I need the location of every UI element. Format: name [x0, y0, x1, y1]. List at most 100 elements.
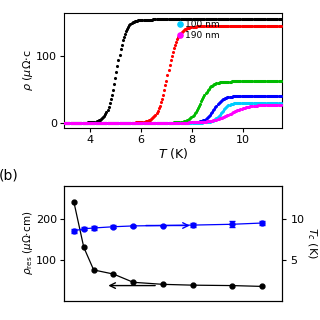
Point — [88, 120, 93, 125]
Point — [127, 120, 132, 125]
Point — [83, 120, 88, 125]
Point — [216, 17, 221, 22]
Point — [166, 68, 171, 73]
Point — [224, 79, 229, 84]
Point — [103, 112, 108, 117]
Point — [103, 120, 108, 125]
Point — [261, 100, 266, 105]
Point — [262, 17, 267, 22]
Point — [206, 24, 212, 29]
Point — [169, 53, 174, 59]
Point — [215, 101, 220, 107]
Point — [167, 120, 172, 125]
Point — [66, 120, 71, 125]
Point — [69, 120, 74, 125]
Point — [92, 120, 97, 125]
Point — [262, 100, 267, 105]
Point — [104, 120, 109, 125]
Point — [269, 100, 275, 105]
Point — [211, 118, 216, 123]
Point — [118, 120, 123, 125]
Point — [90, 120, 95, 125]
Point — [272, 100, 277, 105]
Point — [65, 120, 70, 125]
Point — [218, 24, 223, 29]
Point — [86, 120, 92, 125]
Point — [151, 120, 156, 125]
Point — [220, 108, 226, 113]
Point — [131, 120, 136, 125]
Point — [133, 120, 139, 125]
Point — [81, 120, 86, 125]
Point — [70, 120, 75, 125]
Point — [265, 17, 270, 22]
Point — [261, 17, 266, 22]
Point — [179, 119, 184, 124]
Point — [175, 120, 180, 125]
Point — [237, 79, 242, 84]
Point — [214, 103, 219, 108]
Point — [66, 120, 71, 125]
Point — [174, 120, 179, 125]
Point — [194, 24, 199, 29]
Point — [269, 24, 275, 29]
Point — [185, 120, 190, 125]
Point — [174, 120, 179, 125]
Point — [263, 79, 268, 84]
Point — [159, 96, 164, 101]
Point — [252, 100, 257, 105]
Point — [151, 120, 156, 125]
Point — [115, 120, 120, 125]
Point — [135, 18, 140, 23]
Point — [172, 120, 177, 125]
Point — [113, 76, 118, 81]
Point — [148, 120, 153, 125]
Point — [164, 120, 169, 125]
Point — [256, 17, 261, 22]
Point — [189, 120, 194, 125]
Point — [214, 116, 219, 121]
Point — [172, 42, 178, 47]
Point — [260, 79, 265, 84]
Point — [278, 93, 283, 99]
Point — [152, 120, 157, 125]
Point — [162, 120, 167, 125]
Point — [269, 93, 275, 99]
Point — [135, 120, 140, 125]
Point — [252, 24, 257, 29]
Point — [84, 120, 89, 125]
Point — [61, 120, 67, 125]
Point — [94, 120, 99, 125]
Point — [146, 118, 151, 123]
Point — [92, 120, 97, 125]
Point — [70, 120, 75, 125]
Point — [129, 120, 134, 125]
Point — [83, 120, 88, 125]
Point — [99, 116, 104, 122]
Point — [244, 93, 250, 99]
Point — [256, 24, 261, 29]
Point — [245, 104, 251, 109]
Point — [116, 120, 121, 125]
Point — [84, 120, 89, 125]
Point — [127, 120, 132, 125]
Point — [105, 120, 110, 125]
Point — [220, 24, 226, 29]
Point — [94, 120, 99, 125]
Point — [76, 120, 81, 125]
Point — [193, 120, 198, 125]
Point — [143, 120, 148, 125]
Point — [97, 120, 102, 125]
Point — [230, 79, 236, 84]
Point — [89, 120, 94, 125]
Point — [108, 97, 113, 102]
Point — [141, 120, 146, 125]
Point — [228, 17, 233, 22]
Point — [148, 120, 153, 125]
Point — [201, 120, 206, 125]
Point — [138, 120, 143, 125]
Y-axis label: $\rho$ ($\mu\Omega$$\cdot$c: $\rho$ ($\mu\Omega$$\cdot$c — [21, 50, 35, 91]
Point — [223, 106, 228, 111]
Point — [83, 120, 88, 125]
Point — [106, 120, 111, 125]
